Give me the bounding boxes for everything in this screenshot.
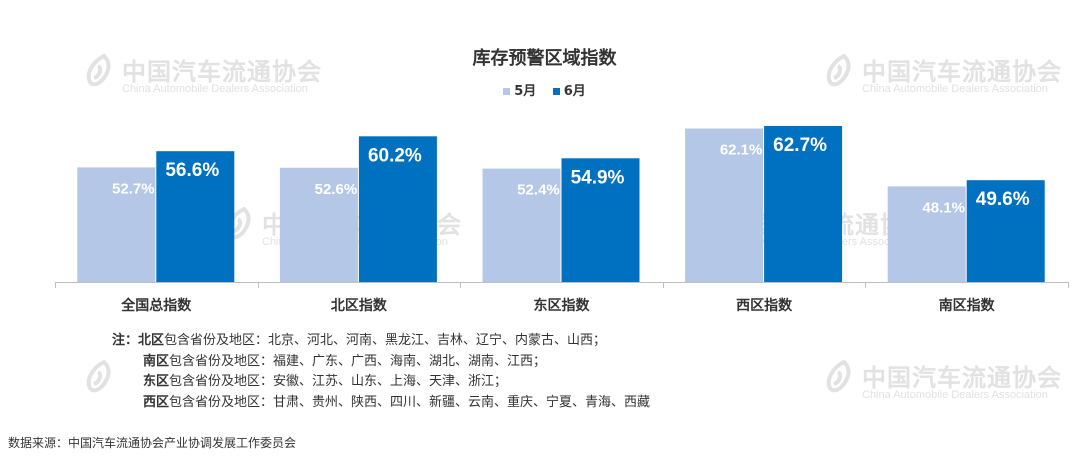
category-label-1: 北区指数 [331, 297, 388, 314]
bar-may-1 [279, 167, 358, 282]
legend-swatch-may [503, 88, 511, 95]
bar-chart: 52.7% 56.6% 全国总指数 52.6% 60.2% 北区指数 52.4% 54.9% 东… [55, 126, 1069, 314]
legend-label-may: 5月 [514, 84, 537, 99]
watermark-text-cn: 中国汽车流通协会 [862, 363, 1062, 392]
cada-logo-icon [86, 359, 111, 393]
note-row-east: 东区包含省份及地区：安徽、江苏、山东、上海、天津、浙江； [112, 372, 650, 393]
category-label-3: 西区指数 [736, 297, 793, 314]
note-region-west: 西区 [143, 394, 170, 410]
bar-june-0 [156, 151, 235, 282]
bar-may-0 [77, 167, 156, 282]
chart-legend: 5月 6月 [0, 80, 1089, 99]
note-row-west: 西区包含省份及地区：甘肃、贵州、陕西、四川、新疆、云南、重庆、宁夏、青海、西藏 [112, 393, 650, 414]
watermark-bottom-right: 中国汽车流通协会 China Automobile Dealers Associ… [822, 358, 1062, 401]
data-label-june-0: 56.6% [165, 160, 219, 181]
note-text-east: 包含省份及地区：安徽、江苏、山东、上海、天津、浙江； [169, 374, 508, 389]
note-region-south: 南区 [143, 353, 170, 369]
data-label-may-2: 52.4% [517, 182, 560, 199]
legend-item-may: 5月 [503, 80, 536, 99]
note-text-west: 包含省份及地区：甘肃、贵州、陕西、四川、新疆、云南、重庆、宁夏、青海、西藏 [169, 394, 651, 410]
bar-may-2 [482, 168, 561, 282]
region-notes: 注：北区包含省份及地区：北京、河北、河南、黑龙江、吉林、辽宁、内蒙古、山西； 南… [112, 331, 650, 413]
bar-june-3 [764, 126, 843, 282]
data-label-june-3: 62.7% [773, 135, 827, 156]
data-label-may-0: 52.7% [112, 180, 155, 197]
watermark-text-en: China Automobile Dealers Association [862, 389, 1048, 401]
note-row-north: 注：北区包含省份及地区：北京、河北、河南、黑龙江、吉林、辽宁、内蒙古、山西； [112, 331, 650, 352]
data-label-june-1: 60.2% [368, 145, 422, 166]
legend-label-june: 6月 [563, 84, 586, 99]
data-label-may-1: 52.6% [315, 181, 358, 198]
bar-june-4 [966, 180, 1045, 282]
note-text-north: 包含省份及地区：北京、河北、河南、黑龙江、吉林、辽宁、内蒙古、山西； [164, 333, 607, 348]
data-label-june-2: 54.9% [571, 167, 625, 188]
note-region-north: 北区 [138, 333, 165, 348]
cada-logo-icon [826, 359, 851, 393]
data-label-may-3: 62.1% [720, 142, 763, 159]
category-label-0: 全国总指数 [120, 297, 192, 314]
note-text-south: 包含省份及地区：福建、广东、广西、海南、湖北、湖南、江西； [169, 353, 547, 369]
bar-may-3 [685, 128, 764, 282]
legend-item-june: 6月 [552, 80, 586, 99]
note-region-east: 东区 [143, 374, 170, 389]
bar-may-4 [887, 186, 966, 282]
category-label-4: 南区指数 [939, 297, 996, 314]
bar-june-2 [561, 158, 640, 282]
chart-title: 库存预警区域指数 [472, 48, 617, 69]
note-prefix: 注： [112, 333, 139, 348]
data-label-june-4: 49.6% [976, 189, 1030, 210]
bar-june-1 [358, 136, 437, 282]
data-label-may-4: 48.1% [922, 199, 965, 216]
note-row-south: 南区包含省份及地区：福建、广东、广西、海南、湖北、湖南、江西； [112, 352, 650, 373]
data-source: 数据来源：中国汽车流通协会产业协调发展工作委员会 [8, 436, 297, 450]
legend-swatch-june [552, 88, 560, 95]
category-label-2: 东区指数 [534, 297, 591, 314]
